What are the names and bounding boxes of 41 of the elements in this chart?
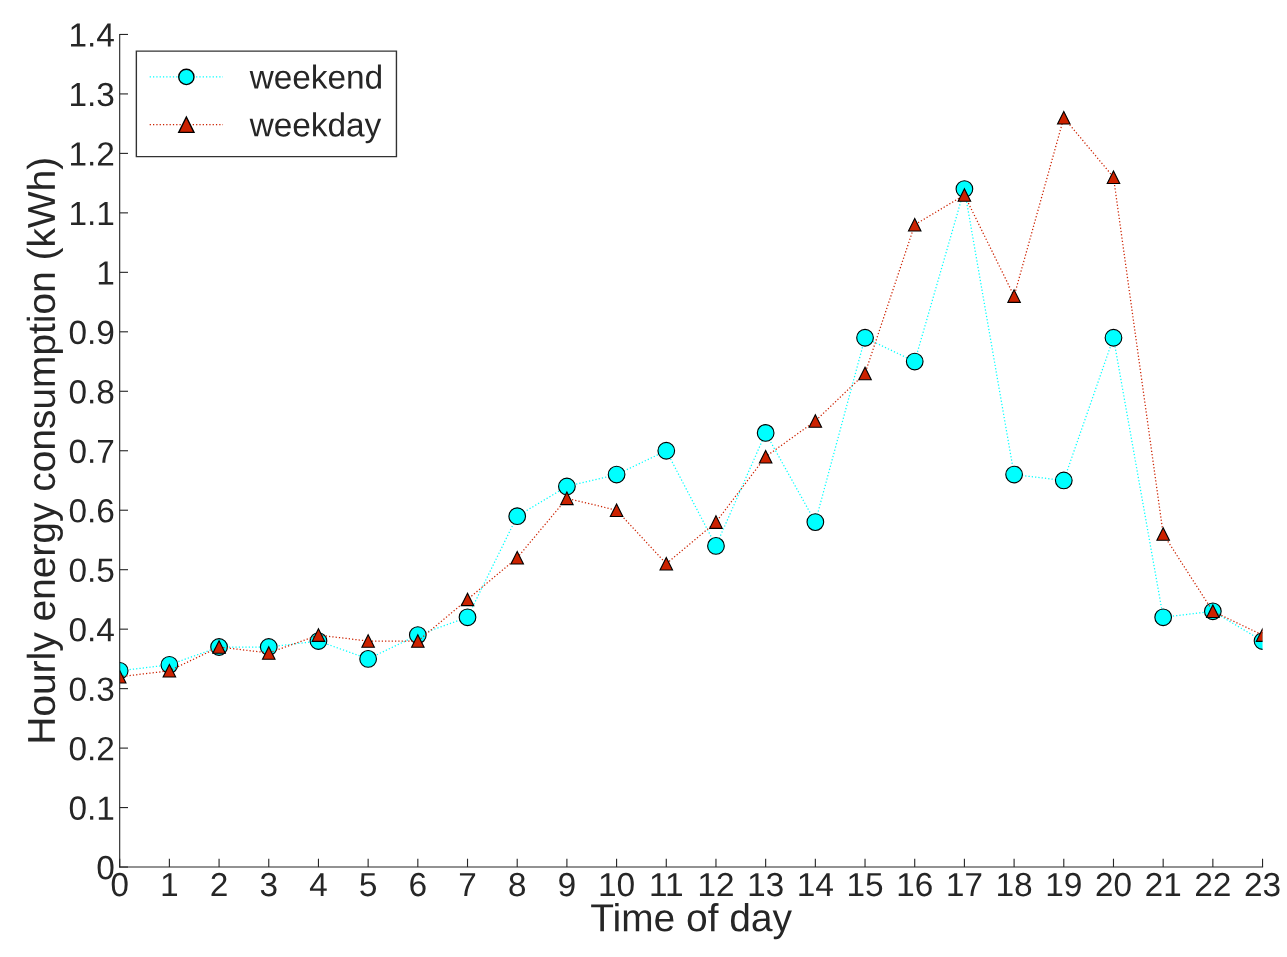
x-tick-label: 4 bbox=[309, 873, 327, 897]
y-tick-label: 0.7 bbox=[69, 439, 114, 464]
y-tick-label: 0.2 bbox=[69, 736, 114, 761]
y-tick-label: 1.1 bbox=[71, 202, 114, 225]
x-tick-label: 13 bbox=[749, 872, 783, 897]
x-tick-label: 10 bbox=[600, 872, 634, 897]
x-tick-label: 21 bbox=[1146, 872, 1181, 897]
x-tick-label: 1 bbox=[162, 873, 178, 897]
y-tick-label: 0.5 bbox=[69, 558, 114, 583]
y-tick-label: 0.1 bbox=[69, 796, 114, 820]
x-tick-label: 20 bbox=[1096, 872, 1131, 897]
x-tick-label: 2 bbox=[211, 872, 227, 897]
y-tick-label: 0.6 bbox=[69, 499, 114, 523]
y-tick-label: 0.3 bbox=[69, 677, 114, 702]
x-tick-label: 23 bbox=[1245, 872, 1280, 897]
x-tick-label: 6 bbox=[410, 872, 426, 897]
y-axis-title: Hourly energy consumption (kWh) bbox=[26, 159, 63, 742]
x-tick-label: 19 bbox=[1047, 872, 1081, 897]
y-tick-label: 0.9 bbox=[69, 320, 114, 345]
x-tick-label: 5 bbox=[360, 873, 377, 897]
x-tick-label: 7 bbox=[459, 873, 476, 897]
x-tick-label: 11 bbox=[651, 873, 682, 897]
x-tick-label: 17 bbox=[948, 873, 982, 897]
legend-label: weekday bbox=[249, 112, 382, 144]
x-tick-label: 18 bbox=[998, 872, 1032, 897]
y-tick-label: 0.4 bbox=[69, 617, 114, 642]
x-tick-label: 8 bbox=[509, 872, 526, 897]
x-tick-label: 15 bbox=[849, 873, 883, 897]
y-tick-label: 0.8 bbox=[69, 380, 114, 404]
x-tick-label: 12 bbox=[699, 872, 733, 897]
x-tick-label: 3 bbox=[260, 872, 277, 897]
y-tick-label: 1 bbox=[98, 261, 114, 285]
y-tick-label: 1.4 bbox=[71, 23, 114, 47]
x-tick-label: 9 bbox=[559, 872, 575, 897]
x-axis-title: Time of day bbox=[591, 902, 792, 940]
y-tick-label: 1.2 bbox=[71, 142, 114, 166]
x-tick-label: 22 bbox=[1196, 872, 1230, 897]
legend-label: weekend bbox=[249, 64, 381, 89]
x-tick-label: 14 bbox=[799, 873, 833, 897]
x-tick-label: 16 bbox=[898, 872, 932, 897]
y-tick-label: 1.3 bbox=[71, 82, 114, 107]
